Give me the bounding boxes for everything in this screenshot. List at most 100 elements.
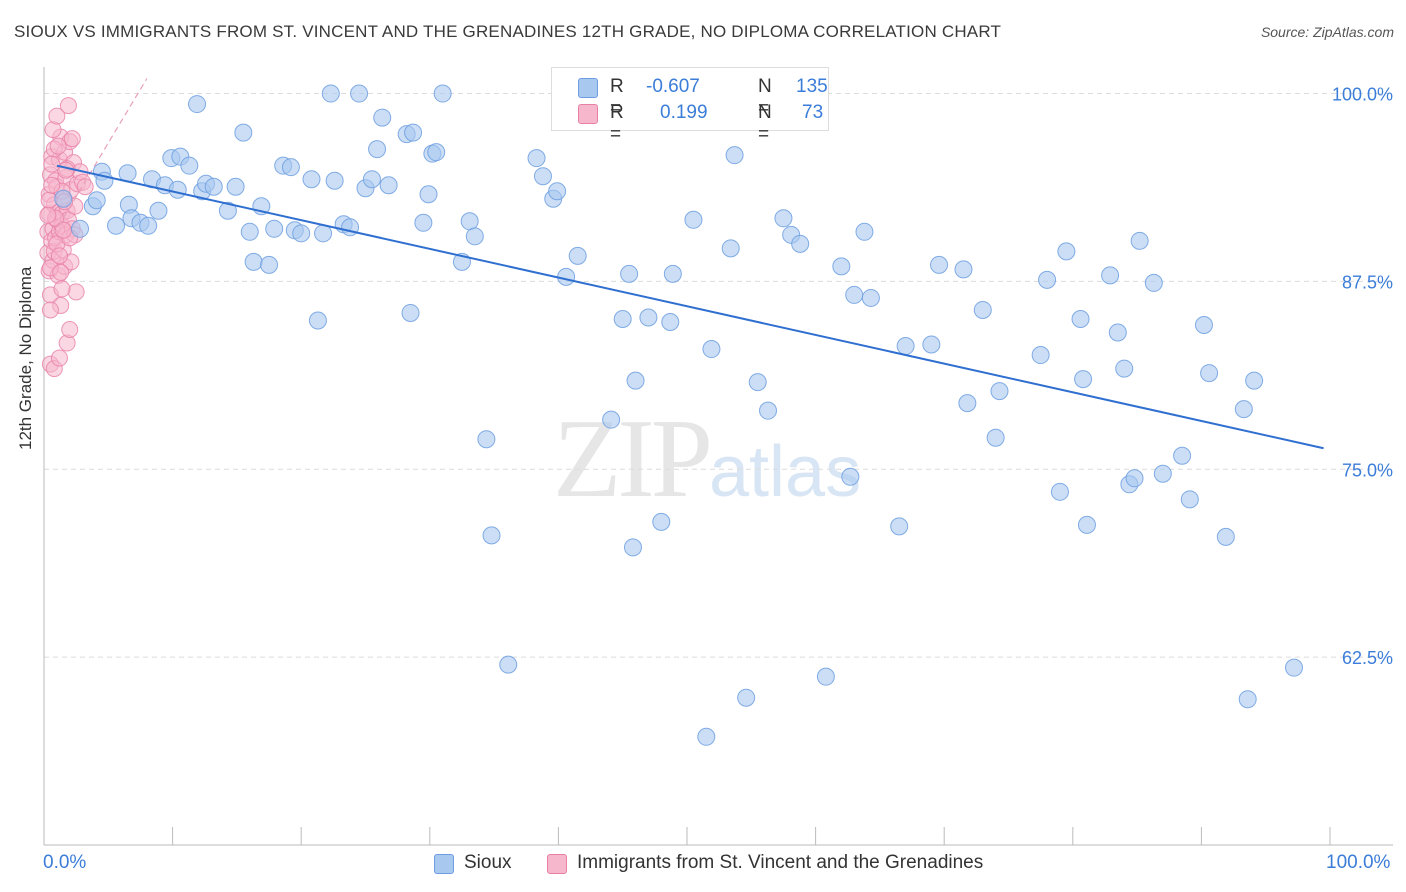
data-point-sioux bbox=[986, 428, 1005, 447]
data-point-immigrants bbox=[59, 97, 77, 115]
data-point-sioux bbox=[626, 371, 645, 390]
data-point-sioux bbox=[419, 185, 438, 204]
data-point-sioux bbox=[990, 382, 1009, 401]
data-point-sioux bbox=[54, 189, 73, 208]
watermark: ZIPatlas bbox=[553, 395, 861, 524]
data-point-sioux bbox=[1077, 515, 1096, 534]
data-point-sioux bbox=[684, 210, 703, 229]
legend-n-label: N = bbox=[758, 76, 772, 119]
data-point-sioux bbox=[568, 246, 587, 265]
data-point-sioux bbox=[652, 512, 671, 531]
data-point-sioux bbox=[281, 158, 300, 177]
data-point-sioux bbox=[427, 143, 446, 162]
bottom-legend-swatch-pink bbox=[547, 854, 567, 874]
data-point-sioux bbox=[362, 170, 381, 189]
trend-lines bbox=[47, 78, 1324, 450]
data-point-sioux bbox=[260, 255, 279, 274]
data-point-sioux bbox=[702, 340, 721, 359]
data-point-sioux bbox=[1238, 690, 1257, 709]
data-point-sioux bbox=[954, 260, 973, 279]
data-point-sioux bbox=[226, 177, 245, 196]
legend-n-value-sioux: 135 bbox=[796, 76, 828, 97]
data-point-sioux bbox=[379, 176, 398, 195]
data-point-sioux bbox=[1115, 359, 1134, 378]
data-point-sioux bbox=[832, 257, 851, 276]
data-point-sioux bbox=[465, 227, 484, 246]
data-point-sioux bbox=[482, 526, 501, 545]
data-point-sioux bbox=[180, 156, 199, 175]
data-point-sioux bbox=[922, 335, 941, 354]
data-point-sioux bbox=[1074, 370, 1093, 389]
data-point-sioux bbox=[308, 311, 327, 330]
trend-line-immigrants bbox=[47, 78, 148, 245]
data-point-immigrants bbox=[43, 176, 61, 194]
data-point-immigrants bbox=[50, 349, 68, 367]
data-point-sioux bbox=[433, 84, 452, 103]
watermark-atlas: atlas bbox=[709, 432, 862, 512]
source-label: Source: ZipAtlas.com bbox=[1260, 24, 1394, 40]
data-point-sioux bbox=[244, 252, 263, 271]
trend-line-sioux bbox=[56, 164, 1324, 450]
data-point-sioux bbox=[896, 337, 915, 356]
data-point-sioux bbox=[234, 123, 253, 142]
data-point-sioux bbox=[841, 467, 860, 486]
data-point-sioux bbox=[1194, 315, 1213, 334]
y-axis-label: 12th Grade, No Diploma bbox=[16, 266, 35, 450]
legend-r-value-sioux: -0.607 bbox=[646, 76, 700, 97]
data-point-sioux bbox=[87, 191, 106, 210]
data-point-sioux bbox=[855, 222, 874, 241]
data-point-sioux bbox=[1101, 266, 1120, 285]
data-point-sioux bbox=[325, 171, 344, 190]
data-point-sioux bbox=[737, 688, 756, 707]
data-point-sioux bbox=[1057, 242, 1076, 261]
data-point-sioux bbox=[265, 219, 284, 238]
data-point-sioux bbox=[71, 219, 90, 238]
data-point-sioux bbox=[401, 303, 420, 322]
grid-lines bbox=[44, 93, 1393, 658]
data-point-sioux bbox=[499, 655, 518, 674]
data-point-immigrants bbox=[61, 321, 79, 339]
data-point-sioux bbox=[816, 667, 835, 686]
data-point-sioux bbox=[368, 140, 387, 159]
data-point-sioux bbox=[350, 84, 369, 103]
legend-swatch-blue bbox=[578, 78, 598, 98]
data-point-sioux bbox=[1234, 400, 1253, 419]
data-point-sioux bbox=[139, 216, 158, 235]
data-point-sioux bbox=[661, 312, 680, 331]
data-point-sioux bbox=[725, 146, 744, 165]
legend-n-value-immigrants: 73 bbox=[802, 102, 824, 123]
bottom-legend-label-sioux: Sioux bbox=[464, 852, 512, 873]
legend-r-label: R = bbox=[610, 76, 624, 119]
y-tick-label: 62.5% bbox=[1342, 648, 1393, 668]
data-point-sioux bbox=[1200, 364, 1219, 383]
data-point-sioux bbox=[477, 430, 496, 449]
watermark-zip: ZIP bbox=[553, 397, 713, 521]
data-point-sioux bbox=[292, 224, 311, 243]
data-point-sioux bbox=[639, 308, 658, 327]
data-point-sioux bbox=[533, 167, 552, 186]
data-point-immigrants bbox=[49, 137, 67, 155]
data-point-sioux bbox=[414, 213, 433, 232]
data-point-immigrants bbox=[39, 206, 57, 224]
data-point-immigrants bbox=[63, 130, 81, 148]
data-point-sioux bbox=[958, 394, 977, 413]
data-point-immigrants bbox=[52, 263, 70, 281]
legend-r-label: R = bbox=[610, 102, 624, 145]
data-point-immigrants bbox=[43, 155, 61, 173]
data-point-sioux bbox=[149, 201, 168, 220]
x-tick-label-max: 100.0% bbox=[1326, 852, 1391, 873]
data-point-sioux bbox=[302, 170, 321, 189]
data-point-sioux bbox=[973, 300, 992, 319]
data-point-immigrants bbox=[53, 280, 71, 298]
data-point-sioux bbox=[1245, 371, 1264, 390]
data-point-immigrants bbox=[67, 283, 85, 301]
data-point-immigrants bbox=[48, 107, 66, 125]
data-point-sioux bbox=[404, 123, 423, 142]
data-point-sioux bbox=[1173, 446, 1192, 465]
bottom-legend-label-immigrants: Immigrants from St. Vincent and the Gren… bbox=[577, 852, 984, 873]
data-point-sioux bbox=[527, 149, 546, 168]
data-point-sioux bbox=[663, 264, 682, 283]
data-point-sioux bbox=[845, 285, 864, 304]
data-point-sioux bbox=[107, 216, 126, 235]
